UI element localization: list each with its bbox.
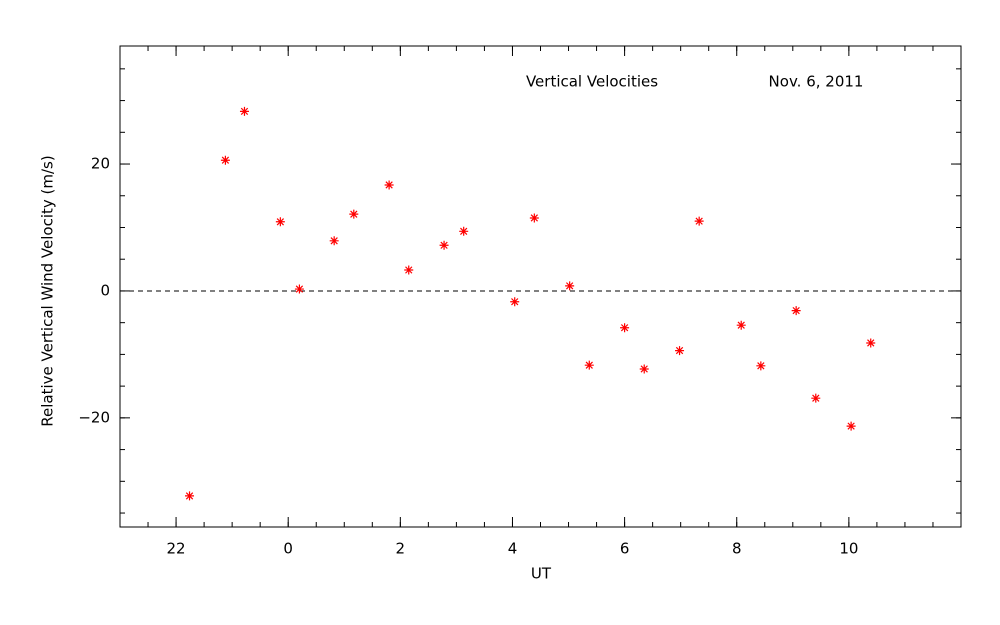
data-point <box>404 265 414 275</box>
data-point <box>846 421 856 431</box>
y-axis-label: Relative Vertical Wind Velocity (m/s) <box>39 155 57 426</box>
annotation: Nov. 6, 2011 <box>769 73 864 91</box>
x-axis-label: UT <box>531 565 552 583</box>
x-tick-label: 6 <box>620 540 630 558</box>
y-tick-label: −20 <box>78 408 110 426</box>
data-point <box>694 216 704 226</box>
data-point <box>294 284 304 294</box>
data-point <box>756 361 766 371</box>
data-point <box>239 106 249 116</box>
data-point <box>565 281 575 291</box>
x-tick-label: 10 <box>839 540 858 558</box>
x-tick-label: 22 <box>167 540 186 558</box>
data-point <box>275 217 285 227</box>
data-point <box>384 180 394 190</box>
x-tick-label: 0 <box>283 540 293 558</box>
data-point <box>811 393 821 403</box>
x-tick-label: 4 <box>508 540 518 558</box>
data-point <box>639 364 649 374</box>
data-point <box>439 240 449 250</box>
x-tick-label: 8 <box>732 540 742 558</box>
data-point <box>584 360 594 370</box>
data-point <box>185 491 195 501</box>
y-tick-label: 20 <box>91 155 110 173</box>
data-point <box>736 320 746 330</box>
data-point <box>510 297 520 307</box>
annotation: Vertical Velocities <box>526 73 658 91</box>
x-tick-label: 2 <box>396 540 406 558</box>
data-point <box>329 236 339 246</box>
data-point <box>459 226 469 236</box>
data-point <box>349 209 359 219</box>
y-tick-label: 0 <box>100 281 110 299</box>
data-point <box>791 306 801 316</box>
data-point <box>620 323 630 333</box>
data-point <box>866 338 876 348</box>
plot-frame <box>119 45 962 528</box>
data-point <box>675 346 685 356</box>
data-point <box>529 213 539 223</box>
data-point <box>220 155 230 165</box>
